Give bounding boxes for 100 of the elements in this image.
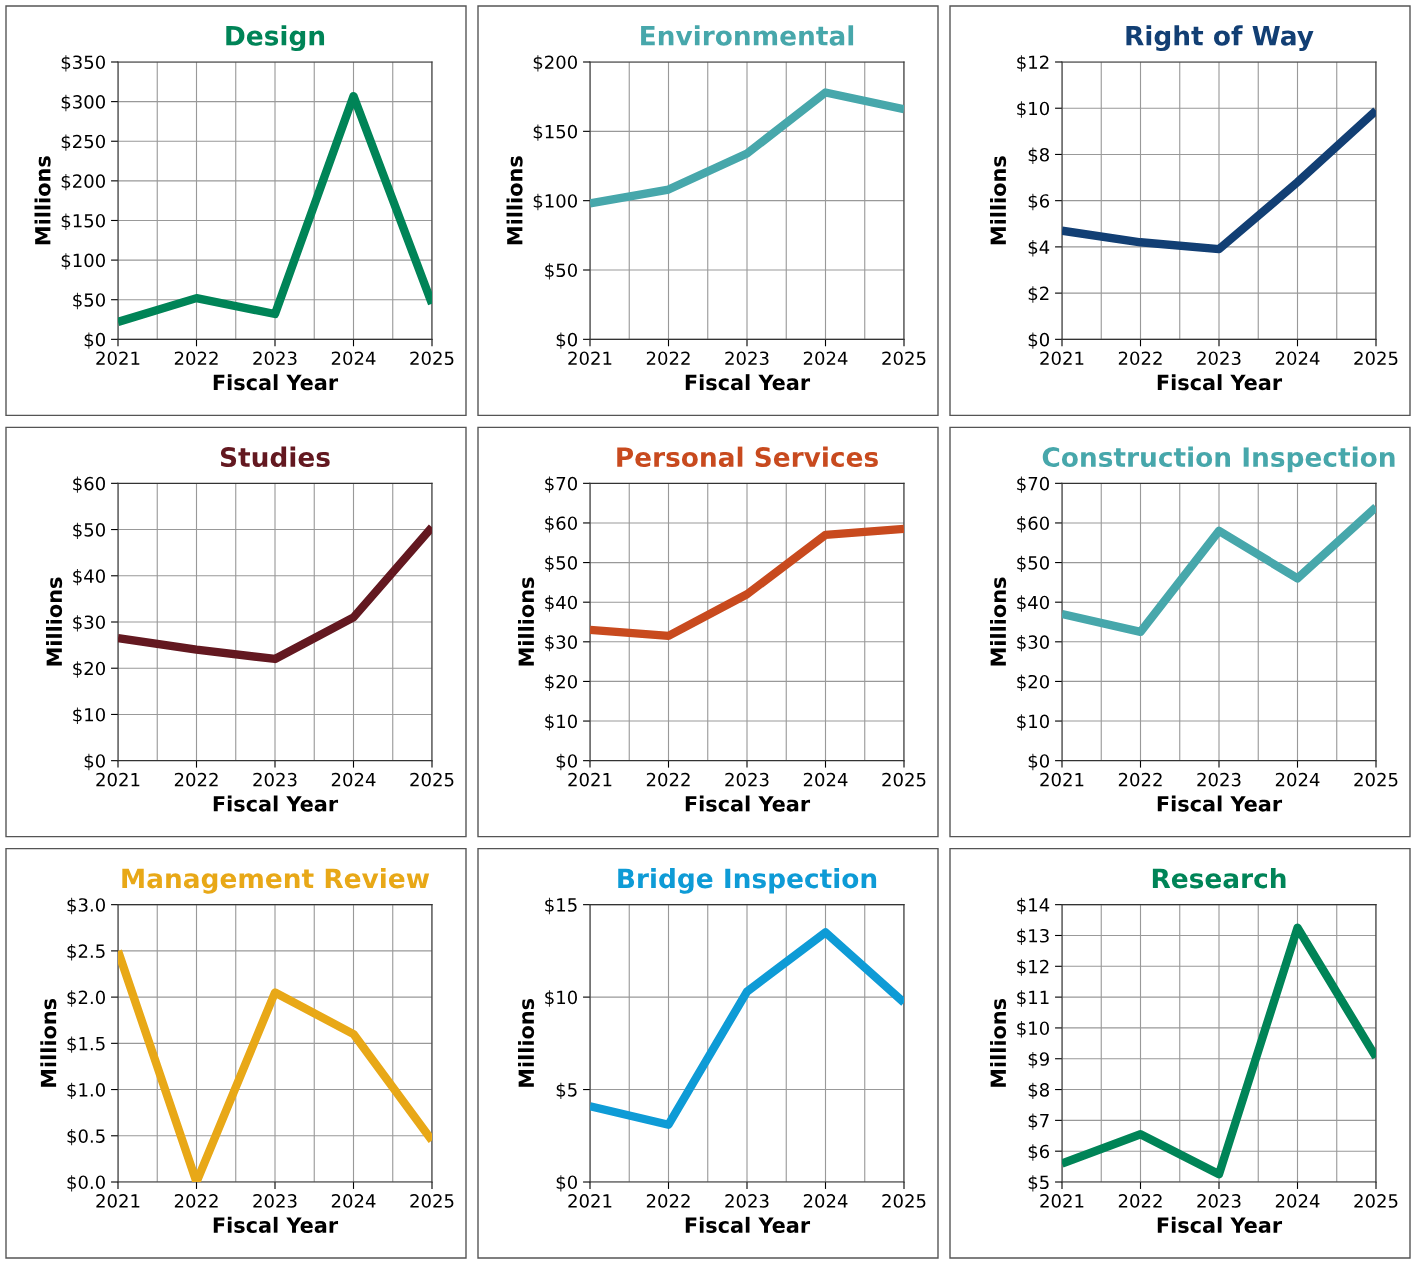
y-tick-label: $350 (61, 55, 105, 72)
y-tick-label: $10 (545, 714, 577, 731)
x-tick-label: 2023 (1197, 772, 1241, 787)
y-tick-label: $50 (545, 263, 577, 280)
y-tick-label: $20 (73, 661, 105, 678)
y-tick-label: $10 (1017, 714, 1049, 731)
chart-title: Right of Way (1126, 25, 1314, 52)
y-tick-label: $0.0 (67, 1175, 105, 1192)
y-tick-label: $30 (1017, 634, 1049, 652)
y-tick-label: $13 (1017, 928, 1049, 945)
x-tick-label: 2024 (331, 772, 376, 787)
x-axis-title: Fiscal Year (1157, 795, 1283, 812)
x-tick-label: 2022 (174, 1194, 218, 1208)
y-tick-label: $40 (545, 595, 577, 612)
y-tick-label: $1.5 (67, 1036, 105, 1053)
x-tick-label: 2025 (410, 1194, 454, 1208)
y-tick-label: $4 (1028, 240, 1050, 257)
y-tick-label: $50 (545, 555, 577, 573)
y-tick-label: $40 (1017, 595, 1049, 612)
x-tick-label: 2021 (96, 1194, 140, 1208)
x-tick-label: 2023 (1197, 351, 1241, 366)
y-tick-label: $10 (1017, 101, 1049, 118)
y-tick-label: $0 (84, 332, 105, 349)
y-tick-label: $5 (556, 1082, 577, 1100)
y-tick-label: $12 (1017, 959, 1049, 976)
y-tick-label: $0 (1028, 753, 1049, 771)
y-tick-label: $60 (545, 516, 577, 533)
x-tick-label: 2023 (253, 351, 297, 366)
y-axis-title: Millions (990, 998, 1007, 1087)
x-tick-label: 2021 (568, 772, 612, 787)
y-tick-label: $11 (1017, 990, 1049, 1007)
x-axis-title: Fiscal Year (213, 1216, 339, 1233)
y-tick-label: $7 (1028, 1113, 1049, 1130)
y-axis-title: Millions (518, 577, 535, 666)
y-tick-label: $8 (1028, 147, 1049, 164)
y-tick-label: $20 (545, 674, 577, 691)
y-tick-label: $3.0 (67, 897, 105, 915)
x-tick-label: 2025 (410, 351, 454, 366)
x-tick-label: 2022 (1118, 351, 1162, 366)
y-tick-label: $200 (61, 174, 105, 191)
y-tick-label: $70 (545, 476, 577, 493)
y-tick-label: $6 (1028, 193, 1050, 211)
x-axis-title: Fiscal Year (685, 374, 811, 391)
x-tick-label: 2021 (1040, 1194, 1084, 1208)
y-tick-label: $60 (1017, 516, 1049, 533)
chart-title: Personal Services (617, 446, 878, 468)
x-tick-label: 2021 (1040, 772, 1084, 787)
y-tick-label: $14 (1017, 897, 1050, 915)
x-tick-label: 2023 (725, 1194, 769, 1208)
x-tick-label: 2023 (253, 1194, 297, 1208)
y-tick-label: $50 (1017, 555, 1049, 573)
x-axis-title: Fiscal Year (1157, 1216, 1283, 1233)
y-axis-title: Millions (34, 156, 51, 245)
y-tick-label: $6 (1028, 1144, 1050, 1161)
y-axis-title: Millions (40, 998, 57, 1087)
y-axis-title: Millions (506, 156, 523, 245)
y-tick-label: $12 (1017, 55, 1049, 72)
x-tick-label: 2022 (1118, 772, 1162, 787)
y-tick-label: $9 (1028, 1051, 1049, 1069)
x-tick-label: 2022 (174, 772, 218, 787)
x-tick-label: 2022 (174, 351, 218, 366)
x-tick-label: 2023 (725, 772, 769, 787)
y-tick-label: $2.5 (67, 944, 105, 961)
x-tick-label: 2024 (803, 351, 848, 366)
x-axis-title: Fiscal Year (685, 795, 811, 812)
x-tick-label: 2025 (882, 351, 926, 366)
chart-title: Design (226, 25, 325, 52)
y-tick-label: $70 (1017, 476, 1049, 493)
y-tick-label: $2.0 (67, 990, 105, 1007)
chart-title: Management Review (122, 867, 430, 894)
x-tick-label: 2025 (1354, 772, 1398, 787)
y-tick-label: $50 (73, 522, 105, 540)
y-tick-label: $200 (533, 55, 577, 72)
x-axis-title: Fiscal Year (213, 795, 339, 812)
x-tick-label: 2025 (1354, 1194, 1398, 1208)
y-tick-label: $8 (1028, 1082, 1049, 1100)
chart-title: Environmental (641, 25, 854, 46)
x-tick-label: 2025 (882, 1194, 926, 1208)
y-tick-label: $20 (1017, 674, 1049, 691)
x-tick-label: 2021 (568, 1194, 612, 1208)
x-tick-label: 2024 (803, 1194, 848, 1208)
x-tick-label: 2023 (1197, 1194, 1241, 1208)
x-tick-label: 2025 (882, 772, 926, 787)
x-tick-label: 2023 (253, 772, 297, 787)
y-tick-label: $0 (1028, 332, 1049, 349)
chart-title: Studies (220, 446, 330, 468)
x-tick-label: 2021 (96, 351, 140, 366)
x-tick-label: 2023 (725, 351, 769, 366)
y-tick-label: $0 (556, 753, 577, 771)
y-tick-label: $15 (545, 897, 577, 915)
y-tick-label: $10 (1017, 1021, 1049, 1038)
chart-title: Bridge Inspection (618, 867, 877, 894)
y-tick-label: $150 (533, 124, 577, 141)
x-axis-title: Fiscal Year (213, 374, 339, 391)
x-tick-label: 2022 (646, 772, 690, 787)
y-tick-label: $150 (61, 213, 105, 230)
x-tick-label: 2024 (331, 351, 376, 366)
y-tick-label: $5 (1028, 1175, 1049, 1192)
chart-title: Construction Inspection (1042, 446, 1395, 473)
y-axis-title: Millions (990, 156, 1007, 245)
